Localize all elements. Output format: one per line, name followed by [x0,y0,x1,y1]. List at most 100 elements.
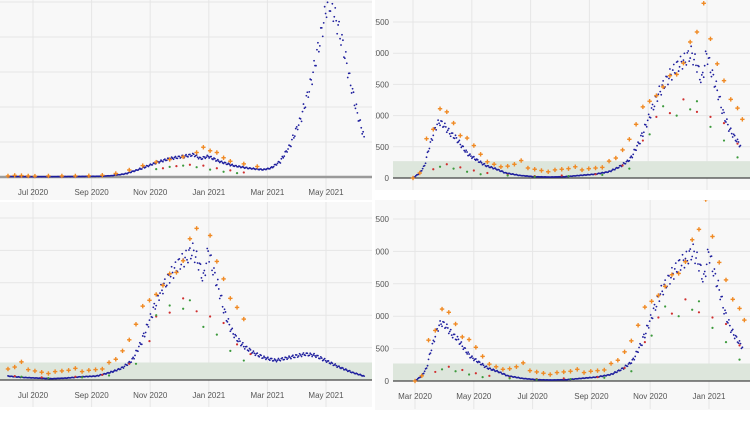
data-point-weekly [201,145,206,150]
data-point-red [242,171,245,174]
data-point-red [695,110,699,113]
data-point-daily [424,162,427,165]
data-point-daily [455,338,458,341]
data-point-weekly [615,358,621,363]
data-point-weekly [561,369,566,375]
data-point-daily [315,356,317,359]
data-point-daily [199,156,202,159]
data-point-green [481,376,484,379]
data-point-daily [163,278,166,281]
data-point-weekly [52,369,58,374]
data-point-weekly [46,371,51,376]
data-point-daily [646,119,649,122]
x-tick-label: Jan 2021 [192,188,225,197]
data-point-daily [712,274,715,277]
data-point-weekly [600,165,605,170]
data-point-weekly [505,163,510,169]
data-point-weekly [5,173,11,179]
data-point-daily [717,98,720,101]
data-point-daily [348,369,351,372]
data-point-daily [637,141,639,144]
data-point-weekly [593,165,598,171]
data-point-weekly [656,293,661,298]
data-point-red [560,174,563,177]
data-point-daily [729,331,732,334]
data-point-daily [224,161,227,164]
data-point-daily [321,35,324,38]
data-point-daily [148,319,151,322]
data-point-daily [451,336,454,339]
data-point-red [621,164,624,167]
data-point-weekly [133,322,139,327]
y-tick-label: 1500 [375,280,390,289]
data-point-daily [313,352,315,355]
data-point-daily [307,96,310,99]
data-point-daily [243,347,246,350]
data-point-weekly [113,357,118,362]
data-point-daily [326,1,329,4]
data-point-daily [651,317,654,320]
data-point-weekly [255,164,260,169]
data-point-daily [455,136,458,139]
data-point-green [533,175,536,178]
data-point-green [508,377,511,380]
data-point-green [724,341,728,344]
data-point-daily [299,354,302,356]
data-point-daily [291,138,293,141]
data-point-red [722,121,726,125]
data-point-daily [711,69,714,72]
data-point-green [467,373,471,376]
data-point-weekly [512,162,517,167]
data-point-daily [668,275,670,277]
data-point-daily [245,345,248,348]
data-point-daily [157,294,160,297]
data-point-daily [719,95,722,98]
data-point-daily [661,290,664,293]
data-point-red [474,372,477,375]
x-tick-label: Mar 2020 [398,392,432,401]
data-point-daily [161,289,163,292]
data-point-green [695,100,699,103]
data-point-weekly [520,360,526,366]
data-point-weekly [518,158,524,163]
data-point-weekly [73,366,78,371]
data-point-weekly [717,260,722,265]
data-point-daily [201,157,204,160]
data-point-daily [657,93,660,96]
data-point-daily [299,117,302,120]
data-point-weekly [559,167,564,172]
data-point-daily [729,127,732,130]
data-point-red [215,167,218,170]
data-point-red [655,115,658,118]
data-point-weekly [79,369,85,374]
data-point-daily [710,255,713,258]
data-point-daily [655,305,658,308]
y-tick-label: 0 [385,174,390,183]
data-point-green [465,170,469,173]
data-point-daily [689,57,692,59]
data-point-daily [619,369,622,372]
data-point-green [675,114,678,117]
data-point-red [447,365,450,368]
data-point-daily [138,341,141,344]
data-point-daily [324,12,327,15]
data-point-daily [669,68,671,70]
data-point-daily [165,284,168,287]
data-point-daily [422,372,425,375]
data-point-daily [434,126,437,129]
data-point-weekly [742,317,747,323]
data-point-green [691,308,694,311]
data-point-weekly [575,367,580,372]
data-point-daily [448,330,451,333]
data-point-red [249,352,252,356]
data-point-weekly [735,105,740,111]
data-point-daily [216,278,219,281]
data-point-daily [485,365,488,368]
data-point-weekly [694,29,700,35]
data-point-weekly [683,259,688,264]
data-point-daily [680,60,683,63]
data-point-daily [279,162,282,164]
data-point-green [697,300,701,303]
data-point-green [603,376,606,379]
data-point-weekly [701,1,706,6]
